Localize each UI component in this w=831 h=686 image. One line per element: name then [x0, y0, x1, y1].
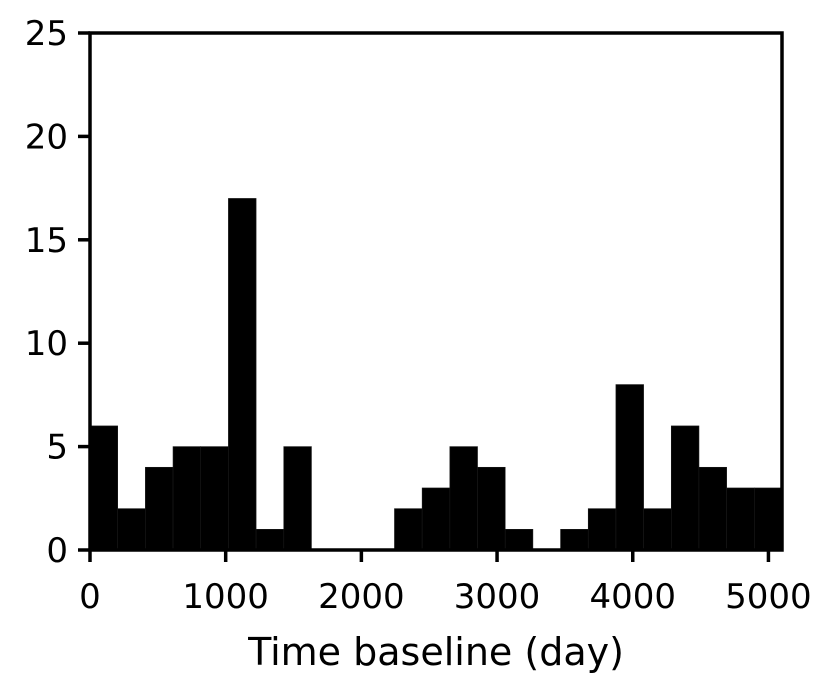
histogram-bar: [754, 487, 783, 551]
y-tick-label: 10: [25, 324, 68, 364]
histogram-bar: [615, 384, 644, 551]
y-tick-label: 20: [25, 117, 68, 157]
y-tick-label: 15: [25, 221, 68, 261]
histogram-bar: [117, 508, 146, 551]
histogram-bar: [145, 466, 174, 551]
y-tick-label: 5: [46, 428, 68, 468]
y-tick-label: 25: [25, 14, 68, 54]
histogram-bar: [587, 508, 617, 551]
plot-frame: [88, 31, 784, 552]
histogram-bar: [670, 425, 700, 551]
histogram-bar: [477, 466, 506, 551]
y-ticks-group: 0 5 10 15 20 25: [25, 14, 90, 571]
x-tick-label: 0: [79, 577, 101, 617]
y-tick-label: 0: [46, 531, 68, 571]
histogram-bar: [643, 508, 672, 551]
histogram-bar: [560, 529, 589, 551]
histogram-bar: [394, 508, 423, 551]
x-tick-label: 1000: [182, 577, 269, 617]
x-tick-label: 4000: [589, 577, 676, 617]
histogram-bar: [89, 425, 118, 551]
x-tick-label: 3000: [454, 577, 541, 617]
histogram-bar: [200, 446, 229, 551]
histogram-bar: [726, 487, 755, 551]
histogram-bar: [172, 446, 202, 551]
histogram-bar: [698, 466, 727, 551]
x-tick-label: 2000: [318, 577, 405, 617]
x-tick-label: 5000: [725, 577, 812, 617]
histogram-bar: [228, 198, 257, 551]
histogram-bar: [504, 529, 534, 551]
histogram-bar: [421, 487, 451, 551]
x-axis-title: Time baseline (day): [247, 630, 624, 674]
histogram-bar: [449, 446, 478, 551]
x-ticks-group: 0 1000 2000 3000 4000 5000: [79, 550, 812, 617]
histogram-bar: [283, 446, 312, 551]
bars-group: [89, 198, 783, 551]
histogram-bar: [255, 529, 285, 551]
